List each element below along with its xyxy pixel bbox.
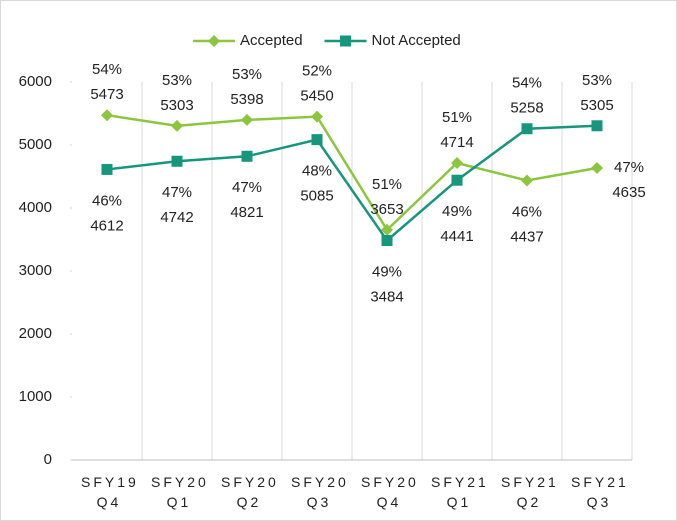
share-label: 47%: [162, 184, 192, 201]
share-label: 47%: [614, 159, 644, 176]
value-label: 4437: [510, 228, 543, 245]
y-tick-label: 2000: [19, 325, 52, 342]
x-tick-label: SFY20 Q4: [361, 474, 419, 510]
y-tick-label: 5000: [19, 136, 52, 153]
point: [171, 119, 183, 132]
value-label: 5085: [300, 188, 333, 205]
value-label: 3653: [370, 201, 403, 218]
point: [241, 113, 253, 126]
x-tick-label: SFY21 Q3: [571, 474, 629, 510]
x-tick-label: SFY20 Q2: [221, 474, 279, 510]
value-label: 3484: [370, 288, 403, 305]
y-tick-label: 4000: [19, 199, 52, 216]
share-label: 48%: [302, 163, 332, 180]
value-label: 4821: [230, 204, 263, 221]
series-line: [106, 113, 598, 232]
value-label: 4714: [440, 134, 473, 151]
legend-label: Not Accepted: [372, 32, 461, 49]
legend-marker: [208, 35, 220, 47]
value-label: 5473: [90, 86, 123, 103]
value-label: 5258: [510, 100, 543, 117]
share-label: 51%: [372, 176, 402, 193]
point: [521, 174, 533, 187]
y-tick-label: 6000: [19, 73, 52, 90]
point: [101, 163, 113, 175]
value-label: 5305: [580, 97, 613, 114]
y-tick-label: 0: [44, 451, 52, 468]
y-tick-label: 1000: [19, 388, 52, 405]
share-label: 53%: [232, 66, 262, 83]
point: [591, 161, 603, 174]
point: [381, 235, 393, 247]
value-label: 5303: [160, 97, 193, 114]
point: [591, 120, 603, 132]
x-tick-label: SFY20 Q3: [291, 474, 349, 510]
share-label: 51%: [442, 109, 472, 126]
point: [311, 134, 323, 146]
legend-marker: [340, 35, 352, 47]
point: [451, 174, 463, 186]
share-label: 53%: [582, 72, 612, 89]
legend-label: Accepted: [240, 32, 303, 49]
point: [241, 150, 253, 162]
share-label: 54%: [512, 75, 542, 92]
share-label: 46%: [512, 203, 542, 220]
share-label: 47%: [232, 179, 262, 196]
value-label: 4742: [160, 209, 193, 226]
share-label: 53%: [162, 72, 192, 89]
x-tick-label: SFY21 Q2: [501, 474, 559, 510]
point: [171, 155, 183, 167]
value-label: 5450: [300, 88, 333, 105]
share-label: 52%: [302, 63, 332, 80]
value-label: 4635: [612, 184, 645, 201]
x-tick-label: SFY20 Q1: [151, 474, 209, 510]
y-tick-label: 3000: [19, 262, 52, 279]
point: [311, 110, 323, 123]
value-label: 5398: [230, 91, 263, 108]
value-label: 4441: [440, 228, 473, 245]
share-label: 49%: [372, 263, 402, 280]
x-tick-label: SFY21 Q1: [431, 474, 489, 510]
point: [101, 109, 113, 122]
x-tick-label: SFY19 Q4: [81, 474, 139, 510]
value-label: 4612: [90, 217, 123, 234]
series-line: [106, 124, 598, 243]
point: [451, 157, 463, 170]
share-label: 46%: [92, 192, 122, 209]
point: [381, 223, 393, 236]
share-label: 49%: [442, 203, 472, 220]
share-label: 54%: [92, 61, 122, 78]
point: [521, 123, 533, 135]
